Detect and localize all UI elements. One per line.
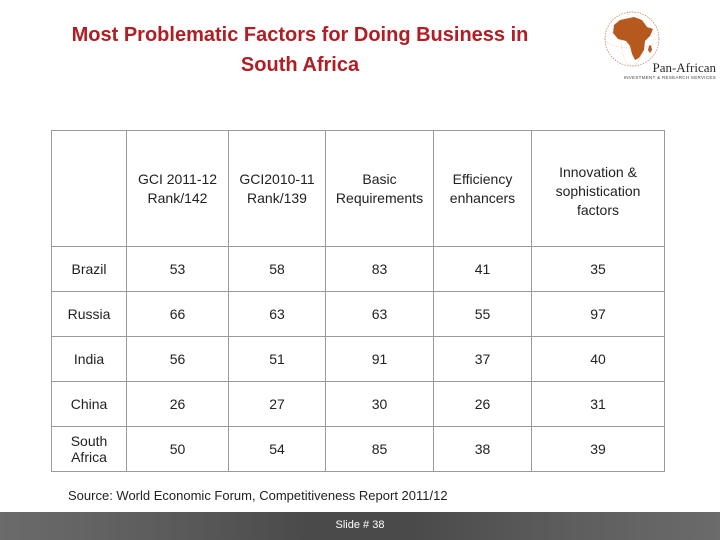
efficiency-enhancers-cell: 41 — [433, 246, 532, 292]
efficiency-enhancers-cell: 37 — [433, 336, 532, 382]
header-line: Basic — [362, 170, 397, 187]
table-header-corner — [51, 130, 127, 247]
table-row: Russia 66 63 63 55 97 — [51, 291, 665, 337]
innovation-cell: 97 — [531, 291, 665, 337]
table-row: India 56 51 91 37 40 — [51, 336, 665, 382]
gci-2011-12-cell: 53 — [126, 246, 229, 292]
competitiveness-table: GCI 2011-12 Rank/142 GCI2010-11 Rank/139… — [51, 130, 665, 472]
innovation-cell: 40 — [531, 336, 665, 382]
country-cell: South Africa — [51, 426, 127, 472]
efficiency-enhancers-cell: 38 — [433, 426, 532, 472]
country-cell: Brazil — [51, 246, 127, 292]
innovation-cell: 39 — [531, 426, 665, 472]
logo-tagline: INVESTMENT & RESEARCH SERVICES — [623, 75, 716, 80]
header-line: GCI 2011-12 — [137, 170, 218, 187]
header-line: GCI2010-11 — [239, 170, 315, 187]
table-header-gci-2010-11: GCI2010-11 Rank/139 — [228, 130, 326, 247]
source-note: Source: World Economic Forum, Competitiv… — [68, 488, 448, 503]
table-header-innovation: Innovation & sophistication factors — [531, 130, 665, 247]
logo-wordmark: Pan-African — [652, 60, 716, 75]
header-line: factors — [576, 202, 619, 218]
efficiency-enhancers-cell: 55 — [433, 291, 532, 337]
gci-2011-12-cell: 66 — [126, 291, 229, 337]
gci-2010-11-cell: 63 — [228, 291, 326, 337]
innovation-cell: 31 — [531, 381, 665, 427]
header-line: Innovation & — [559, 164, 637, 180]
country-cell: China — [51, 381, 127, 427]
slide-title-line-1: Most Problematic Factors for Doing Busin… — [71, 24, 529, 46]
country-cell: India — [51, 336, 127, 382]
table-row: Brazil 53 58 83 41 35 — [51, 246, 665, 292]
slide-number: Slide # 38 — [335, 519, 385, 531]
gci-2010-11-cell: 27 — [228, 381, 326, 427]
gci-2011-12-cell: 26 — [126, 381, 229, 427]
basic-requirements-cell: 85 — [325, 426, 434, 472]
gci-2011-12-cell: 50 — [126, 426, 229, 472]
header-line: enhancers — [449, 189, 516, 206]
pan-african-logo: Pan-African INVESTMENT & RESEARCH SERVIC… — [598, 8, 716, 82]
footer-bar: Slide # 38 — [0, 512, 720, 540]
table-header-basic-requirements: Basic Requirements — [325, 130, 434, 247]
header-line: Requirements — [335, 189, 424, 206]
innovation-cell: 35 — [531, 246, 665, 292]
gci-2011-12-cell: 56 — [126, 336, 229, 382]
gci-2010-11-cell: 54 — [228, 426, 326, 472]
header-line: Rank/142 — [147, 189, 208, 206]
header-line: Rank/139 — [247, 189, 307, 206]
country-cell: Russia — [51, 291, 127, 337]
table-header-row: GCI 2011-12 Rank/142 GCI2010-11 Rank/139… — [51, 130, 665, 247]
slide-title: Most Problematic Factors for Doing Busin… — [0, 20, 600, 80]
slide-title-line-2: South Africa — [240, 54, 360, 76]
efficiency-enhancers-cell: 26 — [433, 381, 532, 427]
africa-globe-icon — [604, 11, 660, 67]
header-line: Efficiency — [452, 170, 513, 187]
table-row: China 26 27 30 26 31 — [51, 381, 665, 427]
basic-requirements-cell: 91 — [325, 336, 434, 382]
table-row: South Africa 50 54 85 38 39 — [51, 426, 665, 472]
header-line: sophistication — [555, 183, 641, 199]
table-header-efficiency-enhancers: Efficiency enhancers — [433, 130, 532, 247]
basic-requirements-cell: 30 — [325, 381, 434, 427]
basic-requirements-cell: 63 — [325, 291, 434, 337]
gci-2010-11-cell: 58 — [228, 246, 326, 292]
basic-requirements-cell: 83 — [325, 246, 434, 292]
table-header-gci-2011-12: GCI 2011-12 Rank/142 — [126, 130, 229, 247]
gci-2010-11-cell: 51 — [228, 336, 326, 382]
